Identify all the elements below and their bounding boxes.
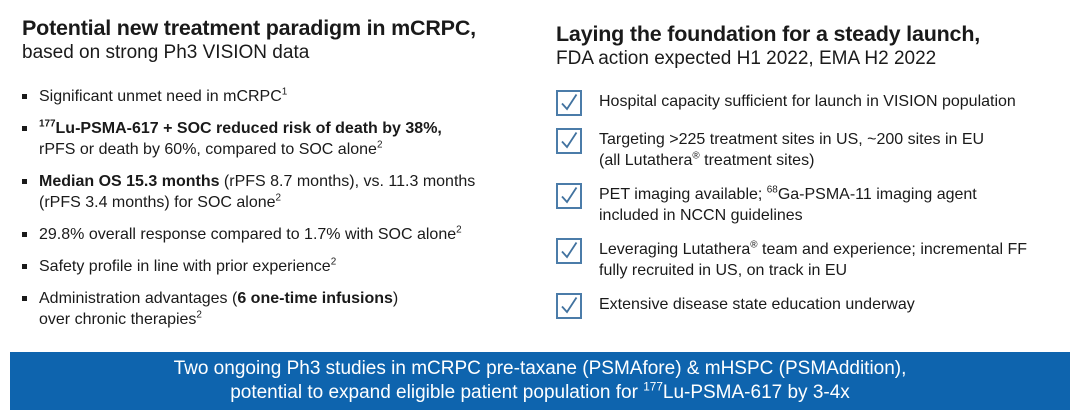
bullet-item: Median OS 15.3 months (rPFS 8.7 months),…: [22, 171, 527, 213]
banner-line-2: potential to expand eligible patient pop…: [230, 380, 850, 403]
banner-line-1: Two ongoing Ph3 studies in mCRPC pre-tax…: [173, 358, 907, 379]
checklist-item-text: Hospital capacity sufficient for launch …: [599, 93, 1016, 110]
checklist-item: Leveraging Lutathera® team and experienc…: [556, 238, 1068, 281]
bullet-item: Safety profile in line with prior experi…: [22, 256, 527, 277]
bullet-item: 177Lu-PSMA-617 + SOC reduced risk of dea…: [22, 118, 527, 160]
right-column: Laying the foundation for a steady launc…: [556, 15, 1068, 331]
checked-checkbox-icon: [556, 293, 582, 319]
right-subtitle: FDA action expected H1 2022, EMA H2 2022: [556, 48, 937, 69]
bullet-item: 29.8% overall response compared to 1.7% …: [22, 224, 527, 245]
checked-checkbox-icon: [556, 183, 582, 209]
checklist-item-text: Leveraging Lutathera® team and experienc…: [599, 239, 1028, 279]
left-subtitle: based on strong Ph3 VISION data: [22, 42, 310, 63]
checklist-item-text: Extensive disease state education underw…: [599, 296, 915, 313]
left-title: Potential new treatment paradigm in mCRP…: [22, 16, 476, 40]
left-column: Potential new treatment paradigm in mCRP…: [22, 15, 527, 341]
checklist-item: Targeting >225 treatment sites in US, ~2…: [556, 128, 1068, 171]
bottom-banner: Two ongoing Ph3 studies in mCRPC pre-tax…: [10, 352, 1070, 410]
launch-checklist: Hospital capacity sufficient for launch …: [556, 90, 1068, 319]
checklist-item-text: Targeting >225 treatment sites in US, ~2…: [599, 131, 985, 169]
checklist-item: PET imaging available; 68Ga-PSMA-11 imag…: [556, 183, 1068, 226]
checked-checkbox-icon: [556, 90, 582, 116]
checklist-item: Extensive disease state education underw…: [556, 293, 1068, 319]
checked-checkbox-icon: [556, 128, 582, 154]
bullet-item: Administration advantages (6 one-time in…: [22, 288, 527, 330]
checked-checkbox-icon: [556, 238, 582, 264]
checklist-item: Hospital capacity sufficient for launch …: [556, 90, 1068, 116]
checklist-item-text: PET imaging available; 68Ga-PSMA-11 imag…: [599, 184, 977, 224]
right-title: Laying the foundation for a steady launc…: [556, 22, 981, 46]
left-bullet-list: Significant unmet need in mCRPC1 177Lu-P…: [22, 86, 527, 330]
bullet-item: Significant unmet need in mCRPC1: [22, 86, 527, 107]
